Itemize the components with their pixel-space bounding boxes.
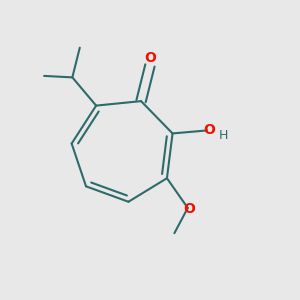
Text: O: O xyxy=(183,202,195,215)
Text: H: H xyxy=(218,129,228,142)
Text: O: O xyxy=(144,51,156,65)
Text: O: O xyxy=(203,123,215,136)
